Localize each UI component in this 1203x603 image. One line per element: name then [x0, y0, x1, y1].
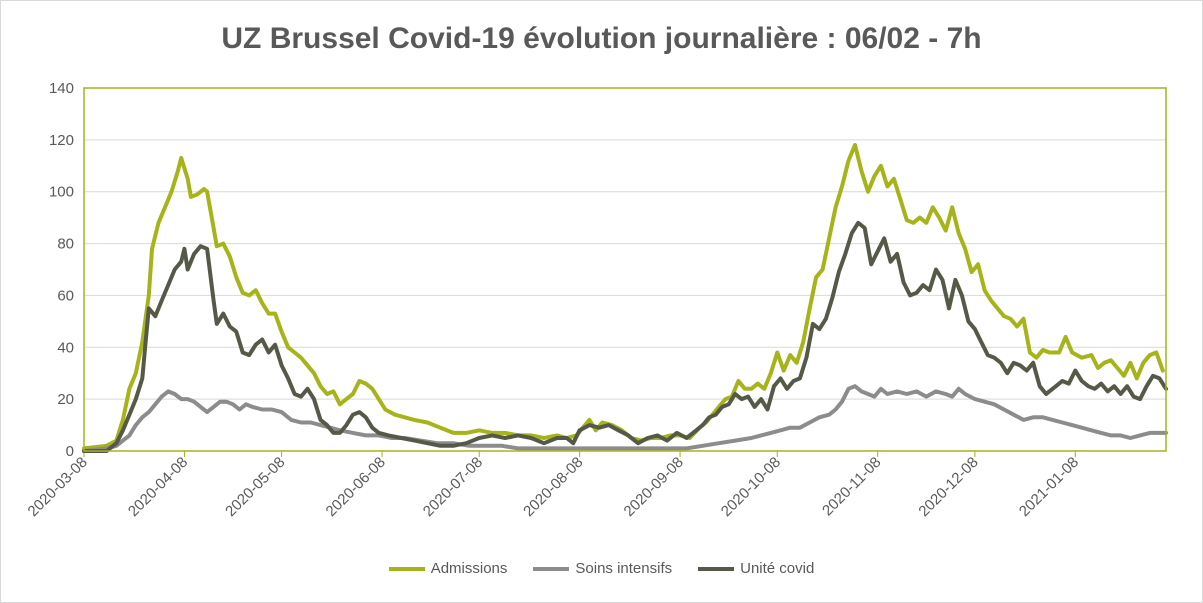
- legend-item-2: Unité covid: [698, 560, 814, 577]
- y-tick-label: 80: [57, 236, 74, 253]
- plot-area-border: [83, 87, 1167, 452]
- legend-swatch: [698, 566, 735, 571]
- x-tick-label: 2020-06-08: [323, 454, 389, 520]
- x-axis-ticks: 2020-03-08 2020-04-08 2020-05-08 2020-06-08…: [25, 451, 1082, 520]
- x-tick-label: 2020-07-08: [420, 454, 486, 520]
- y-tick-label: 0: [66, 443, 74, 460]
- x-tick-label: 2020-04-08: [125, 454, 191, 520]
- x-tick-label: 2020-12-08: [915, 454, 981, 520]
- x-tick-label: 2021-01-08: [1016, 454, 1082, 520]
- legend-swatch: [388, 566, 425, 571]
- legend-label: Admissions: [430, 560, 508, 577]
- y-tick-label: 60: [57, 287, 74, 304]
- chart-title: UZ Brussel Covid-19 évolution journalièr…: [221, 22, 982, 55]
- legend-item-0: Admissions: [388, 560, 508, 577]
- x-tick-label: 2020-10-08: [718, 454, 784, 520]
- legend-item-1: Soins intensifs: [533, 560, 672, 577]
- series-line-2: [82, 220, 1168, 453]
- series-line-1: [82, 384, 1168, 453]
- x-tick-label: 2020-05-08: [222, 454, 288, 520]
- legend: Admissions Soins intensifs Unité covid: [0, 560, 1203, 577]
- x-tick-label: 2020-08-08: [520, 454, 586, 520]
- y-tick-label: 100: [49, 184, 74, 201]
- legend-swatch: [533, 566, 570, 571]
- legend-label: Soins intensifs: [575, 560, 673, 577]
- y-tick-label: 140: [49, 80, 74, 97]
- y-tick-label: 40: [57, 339, 74, 356]
- series-line-0: [82, 143, 1165, 451]
- y-tick-label: 20: [57, 391, 74, 408]
- x-tick-label: 2020-11-08: [819, 454, 884, 519]
- x-tick-label: 2020-03-08: [25, 454, 91, 520]
- series-lines: [82, 143, 1168, 453]
- x-tick-label: 2020-09-08: [621, 454, 687, 520]
- y-tick-label: 120: [49, 132, 74, 149]
- y-axis-ticks: 0 20 40 60 80 100 120 140: [49, 80, 74, 460]
- legend-label: Unité covid: [740, 560, 815, 577]
